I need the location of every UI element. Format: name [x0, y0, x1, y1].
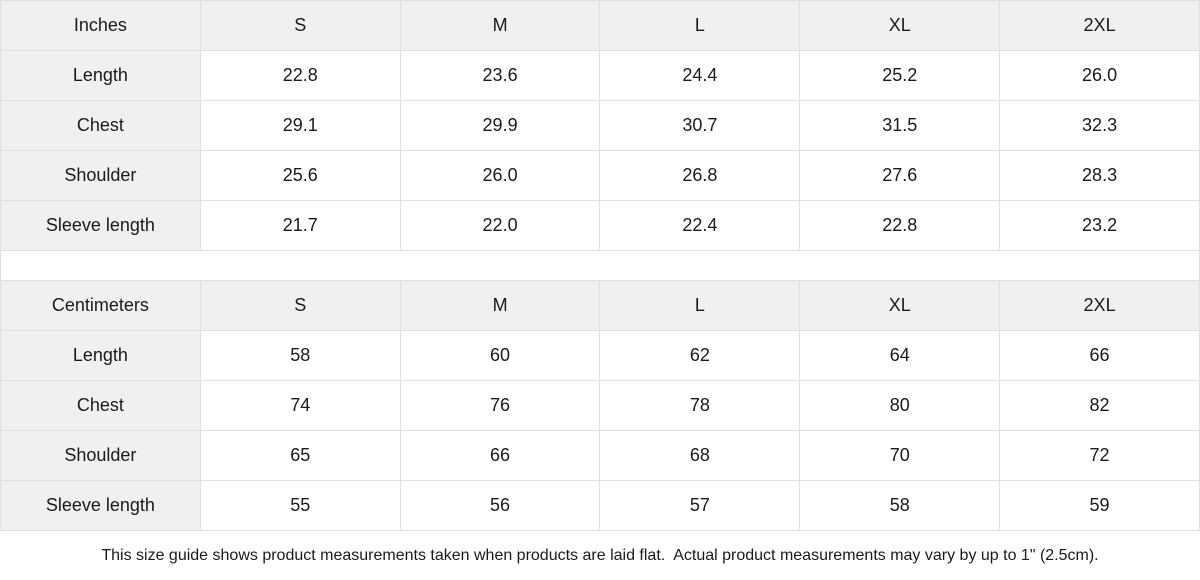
- measurement-value-cell: 60: [399, 330, 601, 381]
- measurement-label-cell: Shoulder: [0, 150, 201, 201]
- measurement-value-cell: 65: [199, 430, 401, 481]
- measurement-value-cell: 28.3: [999, 150, 1200, 201]
- measurement-value-cell: 82: [999, 380, 1200, 431]
- table-header-row: Inches S M L XL 2XL: [0, 0, 1200, 51]
- measurement-value-cell: 22.4: [599, 200, 801, 251]
- measurement-value-cell: 26.0: [999, 50, 1200, 101]
- measurement-row: Shoulder 65 66 68 70 72: [0, 430, 1200, 481]
- measurement-value-cell: 70: [799, 430, 1001, 481]
- measurement-value-cell: 58: [799, 480, 1001, 531]
- size-header-cell: XL: [799, 280, 1001, 331]
- size-header-cell: M: [399, 0, 601, 51]
- measurement-label-cell: Shoulder: [0, 430, 201, 481]
- measurement-value-cell: 23.2: [999, 200, 1200, 251]
- measurement-label-cell: Sleeve length: [0, 200, 201, 251]
- size-header-cell: XL: [799, 0, 1001, 51]
- unit-header-centimeters: Centimeters: [0, 280, 201, 331]
- measurement-value-cell: 31.5: [799, 100, 1001, 151]
- measurement-value-cell: 66: [399, 430, 601, 481]
- measurement-value-cell: 29.9: [399, 100, 601, 151]
- measurement-label-cell: Chest: [0, 100, 201, 151]
- size-header-cell: S: [199, 0, 401, 51]
- measurement-value-cell: 22.0: [399, 200, 601, 251]
- measurement-value-cell: 24.4: [599, 50, 801, 101]
- measurement-value-cell: 58: [199, 330, 401, 381]
- measurement-value-cell: 26.0: [399, 150, 601, 201]
- table-spacer: [0, 251, 1200, 280]
- measurement-row: Length 58 60 62 64 66: [0, 330, 1200, 381]
- unit-header-inches: Inches: [0, 0, 201, 51]
- measurement-value-cell: 76: [399, 380, 601, 431]
- measurement-value-cell: 62: [599, 330, 801, 381]
- measurement-row: Chest 74 76 78 80 82: [0, 380, 1200, 431]
- measurement-label-cell: Chest: [0, 380, 201, 431]
- measurement-value-cell: 29.1: [199, 100, 401, 151]
- measurement-label-cell: Length: [0, 50, 201, 101]
- measurement-value-cell: 30.7: [599, 100, 801, 151]
- measurement-value-cell: 27.6: [799, 150, 1001, 201]
- measurement-value-cell: 74: [199, 380, 401, 431]
- measurement-value-cell: 64: [799, 330, 1001, 381]
- measurement-value-cell: 23.6: [399, 50, 601, 101]
- size-guide-note: This size guide shows product measuremen…: [0, 531, 1200, 580]
- inches-size-table: Inches S M L XL 2XL Length 22.8 23.6 24.…: [0, 0, 1200, 251]
- size-header-cell: L: [599, 280, 801, 331]
- size-header-cell: M: [399, 280, 601, 331]
- measurement-value-cell: 66: [999, 330, 1200, 381]
- size-header-cell: S: [199, 280, 401, 331]
- table-header-row: Centimeters S M L XL 2XL: [0, 280, 1200, 331]
- measurement-label-cell: Length: [0, 330, 201, 381]
- size-header-cell: L: [599, 0, 801, 51]
- size-header-cell: 2XL: [999, 0, 1200, 51]
- measurement-row: Length 22.8 23.6 24.4 25.2 26.0: [0, 50, 1200, 101]
- measurement-value-cell: 57: [599, 480, 801, 531]
- measurement-value-cell: 55: [199, 480, 401, 531]
- centimeters-size-table: Centimeters S M L XL 2XL Length 58 60 62…: [0, 280, 1200, 531]
- measurement-value-cell: 22.8: [199, 50, 401, 101]
- measurement-value-cell: 32.3: [999, 100, 1200, 151]
- measurement-value-cell: 26.8: [599, 150, 801, 201]
- size-header-cell: 2XL: [999, 280, 1200, 331]
- measurement-value-cell: 68: [599, 430, 801, 481]
- measurement-label-cell: Sleeve length: [0, 480, 201, 531]
- measurement-row: Shoulder 25.6 26.0 26.8 27.6 28.3: [0, 150, 1200, 201]
- measurement-row: Sleeve length 55 56 57 58 59: [0, 480, 1200, 531]
- measurement-value-cell: 59: [999, 480, 1200, 531]
- measurement-value-cell: 25.2: [799, 50, 1001, 101]
- measurement-value-cell: 72: [999, 430, 1200, 481]
- measurement-value-cell: 21.7: [199, 200, 401, 251]
- measurement-row: Sleeve length 21.7 22.0 22.4 22.8 23.2: [0, 200, 1200, 251]
- measurement-row: Chest 29.1 29.9 30.7 31.5 32.3: [0, 100, 1200, 151]
- measurement-value-cell: 78: [599, 380, 801, 431]
- measurement-value-cell: 80: [799, 380, 1001, 431]
- measurement-value-cell: 22.8: [799, 200, 1001, 251]
- measurement-value-cell: 25.6: [199, 150, 401, 201]
- measurement-value-cell: 56: [399, 480, 601, 531]
